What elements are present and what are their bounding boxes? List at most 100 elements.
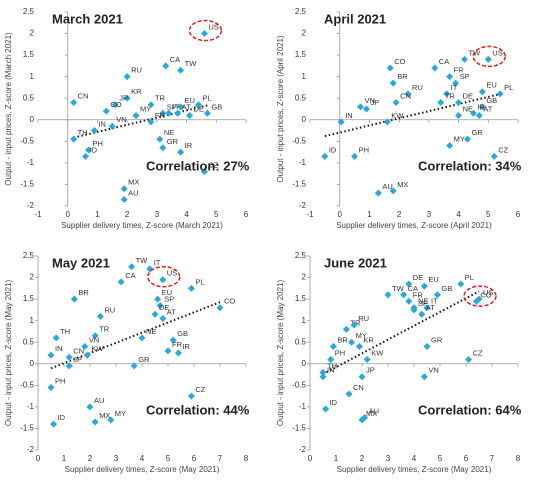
point-label: IN	[55, 344, 63, 353]
point-label: GR	[138, 355, 150, 364]
point	[345, 390, 353, 398]
point	[147, 101, 155, 109]
point-label: IR	[185, 141, 193, 150]
point	[151, 310, 159, 318]
point-label: CN	[400, 92, 411, 101]
point	[130, 362, 138, 370]
point	[177, 66, 185, 74]
point	[120, 185, 128, 193]
y-tick-label: 0.5	[23, 93, 35, 102]
x-tick-label: 6	[192, 454, 197, 463]
point-label: AT	[426, 303, 435, 312]
y-tick-label: 0	[30, 115, 35, 124]
point-label: VN	[116, 115, 126, 124]
y-tick-label: 0	[302, 115, 307, 124]
point-label: PH	[359, 145, 369, 154]
x-tick-label: -1	[306, 210, 314, 219]
point	[327, 355, 335, 363]
point-label: IN	[345, 111, 353, 120]
point-label: AT	[182, 102, 191, 111]
point	[177, 148, 185, 156]
point	[329, 343, 337, 351]
point-label: TR	[350, 318, 361, 327]
point-label: NE	[146, 327, 156, 336]
point-label: EU	[486, 81, 496, 90]
point-label: KR	[131, 87, 142, 96]
point	[194, 101, 202, 109]
y-tick-label: 0.5	[295, 93, 307, 102]
point-label: IR	[477, 102, 485, 111]
point	[400, 291, 408, 299]
point-label: ID	[58, 413, 66, 422]
y-tick-label: 0.5	[23, 337, 35, 346]
point-label: IN	[98, 120, 106, 129]
y-tick-label: 1.5	[23, 50, 35, 59]
point-label: MX	[366, 409, 377, 418]
point	[350, 321, 358, 329]
point	[120, 196, 128, 204]
point-label: IT	[431, 297, 438, 306]
point	[47, 351, 55, 359]
point-label: BR	[397, 72, 408, 81]
highlight-circle	[147, 265, 181, 288]
point	[319, 368, 327, 376]
point-label: RU	[412, 83, 423, 92]
y-tick-label: 1	[302, 316, 307, 325]
x-tick-label: 6	[244, 210, 249, 219]
point-label: CO	[394, 57, 405, 66]
point-label: SP	[418, 299, 428, 308]
point-label: PL	[504, 83, 513, 92]
y-tick-label: -1.5	[292, 424, 306, 433]
point-label: GB	[441, 284, 452, 293]
x-tick-label: 1	[95, 210, 100, 219]
correlation-annotation: Correlation: 64%	[418, 403, 522, 418]
point-label: CZ	[195, 385, 205, 394]
point	[383, 118, 391, 126]
point	[437, 99, 445, 107]
x-tick-label: 1	[334, 454, 339, 463]
point	[478, 103, 486, 111]
point-label: EU	[185, 96, 195, 105]
y-tick-label: 2.5	[23, 251, 35, 260]
point-label: TR	[99, 325, 110, 334]
point	[83, 351, 91, 359]
point-label: ID	[90, 145, 98, 154]
point-label: KW	[371, 348, 384, 357]
point-label: PH	[93, 139, 103, 148]
point-label: CZ	[498, 145, 508, 154]
point-label: MY	[140, 104, 151, 113]
point	[348, 338, 356, 346]
point-label: EU	[162, 288, 172, 297]
point-label: MX	[397, 180, 408, 189]
point-label: RU	[131, 66, 142, 75]
y-tick-label: -1	[27, 158, 35, 167]
y-tick-label: 0.5	[295, 337, 307, 346]
point-label: CZ	[473, 348, 483, 357]
x-tick-label: 5	[214, 210, 219, 219]
x-tick-label: 8	[244, 454, 249, 463]
point	[405, 280, 413, 288]
point	[70, 99, 78, 107]
point-label: GR	[167, 137, 179, 146]
point	[357, 103, 365, 111]
correlation-annotation: Correlation: 44%	[146, 403, 250, 418]
point-label: TW	[136, 256, 149, 265]
point-label: GB	[177, 329, 188, 338]
point-label: MY	[115, 409, 126, 418]
point-label: IT	[173, 102, 180, 111]
y-tick-label: -1	[27, 402, 35, 411]
point-label: TW	[185, 59, 198, 68]
y-axis-label: Output - input prices, Z-score (March 20…	[4, 32, 13, 186]
point	[90, 127, 98, 135]
y-tick-label: -1	[299, 402, 307, 411]
point	[358, 373, 366, 381]
point-label: TR	[155, 94, 166, 103]
point-label: VN	[428, 366, 438, 375]
point-label: ID	[330, 398, 338, 407]
x-tick-label: 0	[308, 454, 313, 463]
y-tick-label: 2	[302, 273, 307, 282]
x-tick-label: 2	[397, 210, 402, 219]
point-label: GB	[211, 102, 222, 111]
point-label: CO	[480, 290, 491, 299]
point-label: PL	[202, 94, 211, 103]
